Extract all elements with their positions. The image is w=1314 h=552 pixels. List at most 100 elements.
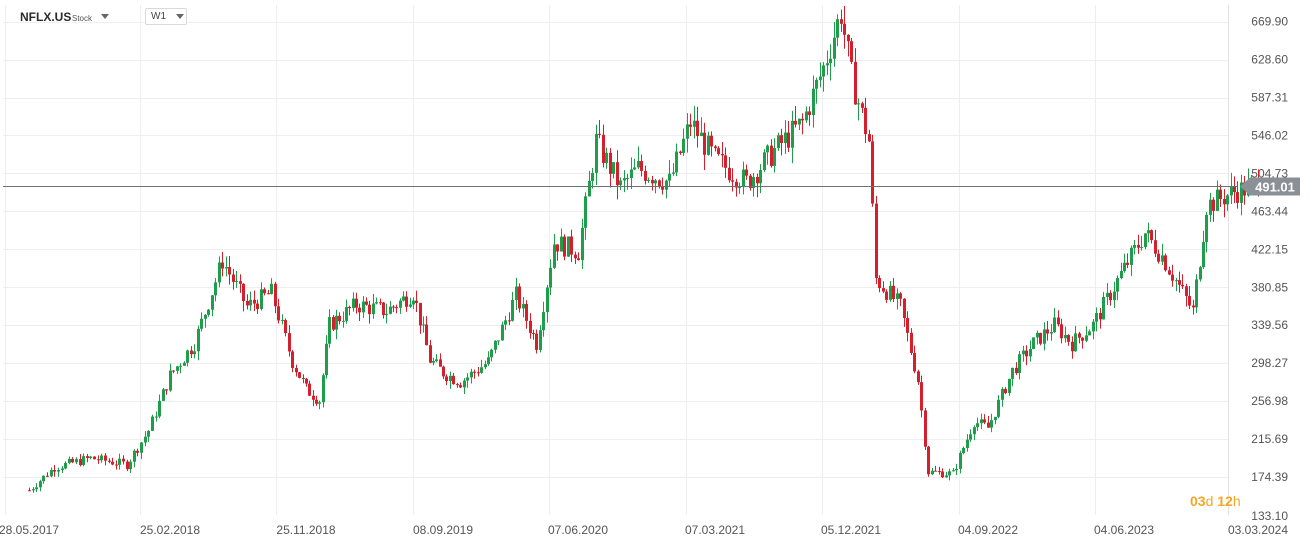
candle <box>1092 319 1095 340</box>
candle <box>239 274 242 293</box>
candle <box>546 284 549 323</box>
candle <box>79 453 82 467</box>
candle-body <box>57 470 60 472</box>
candle-body <box>345 306 348 321</box>
candle-body <box>312 395 315 400</box>
candle <box>1008 378 1011 396</box>
candle <box>335 309 338 340</box>
candle <box>459 382 462 389</box>
candle <box>875 195 878 285</box>
candle-body <box>836 19 839 38</box>
candle <box>570 229 573 263</box>
candle <box>1050 324 1053 341</box>
candle <box>64 461 67 470</box>
candle-body <box>1085 335 1088 341</box>
candle <box>686 113 689 153</box>
candle-body <box>379 302 382 304</box>
candle <box>826 50 829 76</box>
candle-body <box>630 169 633 179</box>
candle-body <box>129 461 132 470</box>
candle <box>724 147 727 178</box>
candle <box>322 373 325 408</box>
candle <box>668 160 671 187</box>
candle <box>169 363 172 392</box>
candle <box>756 173 759 198</box>
candle <box>738 182 741 194</box>
candle <box>118 453 121 470</box>
candle-body <box>609 152 612 174</box>
candle <box>1154 229 1157 258</box>
candle-body <box>665 180 668 190</box>
candle <box>529 313 532 339</box>
candle-body <box>661 186 664 190</box>
candle-body <box>200 318 203 329</box>
x-tick-label: 07.06.2020 <box>548 523 608 537</box>
symbol-dropdown-icon[interactable] <box>101 14 109 19</box>
candle-body <box>375 302 378 304</box>
candle-body <box>389 306 392 314</box>
candle <box>511 291 514 322</box>
candle <box>358 303 361 321</box>
candle-body <box>934 470 937 472</box>
candle-body <box>1032 337 1035 349</box>
candle <box>717 146 720 156</box>
candle <box>115 460 118 470</box>
candle <box>484 360 487 370</box>
candle <box>487 351 490 366</box>
candle-body <box>1226 195 1229 205</box>
candle <box>284 318 287 337</box>
candle-body <box>1209 199 1212 215</box>
candle <box>235 271 238 288</box>
candle-body <box>183 362 186 366</box>
candle-body <box>1099 312 1102 320</box>
candle-body <box>759 170 762 184</box>
candle <box>941 468 944 479</box>
candle-body <box>591 172 594 181</box>
candle <box>1032 337 1035 350</box>
candle <box>1185 283 1188 307</box>
candle-body <box>449 375 452 381</box>
candle-body <box>1039 332 1042 344</box>
candle-body <box>46 475 49 477</box>
candle <box>969 429 972 442</box>
y-tick-label: 504.73 <box>1251 166 1288 180</box>
candle <box>959 450 962 474</box>
instrument-symbol[interactable]: NFLX.US <box>20 10 72 24</box>
candle-body <box>362 301 365 313</box>
candle <box>924 407 927 451</box>
candle-body <box>808 111 811 116</box>
y-tick-label: 422.15 <box>1251 242 1288 256</box>
candle-body <box>738 187 741 189</box>
candle-body <box>619 180 622 186</box>
candle-body <box>1137 244 1140 248</box>
candle-body <box>207 309 210 315</box>
candle-body <box>696 120 699 137</box>
candle-body <box>854 61 857 105</box>
candle <box>945 471 948 478</box>
candle <box>93 456 96 460</box>
candle-body <box>452 375 455 385</box>
candle-body <box>1202 241 1205 268</box>
candle <box>501 321 504 341</box>
timeframe-selector[interactable]: W1 <box>145 8 187 25</box>
candle-body <box>920 382 923 411</box>
candle-body <box>773 148 776 166</box>
candle-body <box>602 134 605 163</box>
candle <box>609 148 612 188</box>
candle <box>1168 266 1171 276</box>
y-tick-label: 380.85 <box>1251 280 1288 294</box>
candle-body <box>563 236 566 257</box>
timeframe-dropdown-icon[interactable] <box>176 14 184 19</box>
candle <box>525 300 528 329</box>
candle <box>973 425 976 441</box>
candle <box>619 177 622 191</box>
candle-body <box>1060 324 1063 339</box>
candle-body <box>903 298 906 319</box>
candle-body <box>857 103 860 105</box>
candle <box>1011 367 1014 387</box>
candle-body <box>473 371 476 373</box>
candle-body <box>539 330 542 350</box>
candle <box>249 291 252 311</box>
